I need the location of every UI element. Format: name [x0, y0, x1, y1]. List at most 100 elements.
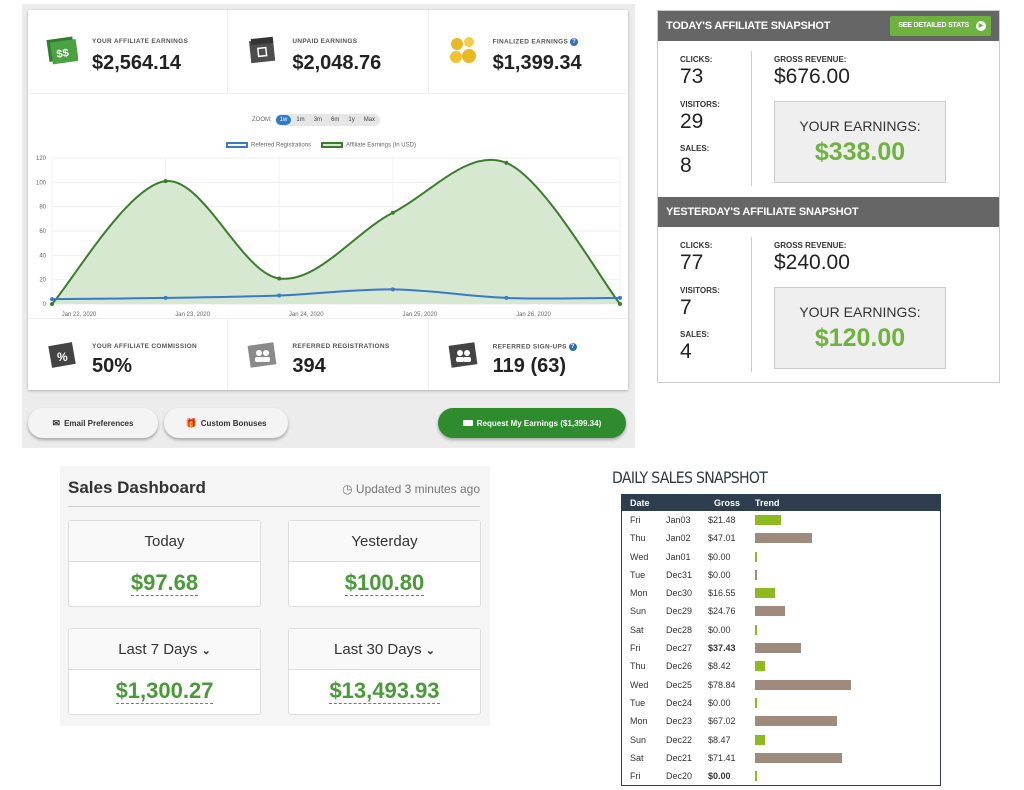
zoom-button-3m[interactable]: 3m — [313, 117, 323, 123]
trend-bar — [755, 752, 842, 763]
x-tick-label: Jan 25, 2020 — [402, 312, 437, 318]
help-icon[interactable]: ? — [570, 38, 579, 46]
sales-box-last-7-days: Last 7 Days ⌄ $1,300.27 — [68, 628, 261, 715]
yesterday-snapshot-title: YESTERDAY'S AFFILIATE SNAPSHOT — [666, 206, 859, 218]
earnings-point — [504, 160, 509, 165]
legend-item-earnings[interactable]: Affiliate Earnings (In USD) — [321, 142, 416, 149]
zoom-buttons: 1w 1m 3m 6m 1y Max — [274, 114, 381, 126]
earnings-value: $120.00 — [814, 324, 906, 352]
sales-box-label: Last 30 Days — [334, 641, 422, 658]
sales-dashboard: Sales Dashboard ◷ Updated 3 minutes ago … — [60, 466, 490, 726]
row-date: Dec29 — [666, 606, 693, 617]
clicks-value: 73 — [680, 65, 704, 88]
sales-box-dropdown[interactable]: Last 30 Days ⌄ — [289, 629, 480, 670]
divider — [68, 506, 480, 507]
row-date: Jan02 — [666, 533, 691, 544]
row-gross: $67.02 — [708, 716, 736, 727]
sales-box-value[interactable]: $97.68 — [69, 570, 260, 596]
row-gross: $8.47 — [708, 734, 731, 745]
row-gross: $37.43 — [708, 643, 736, 654]
y-tick-label: 20 — [39, 278, 46, 284]
stat-value: $1,399.34 — [492, 52, 582, 74]
trend-bar — [755, 716, 837, 727]
clock-icon: ◷ — [342, 482, 353, 496]
table-row: Tue Dec24 $0.00 — [622, 694, 940, 712]
request-earnings-button[interactable]: Request My Earnings ($1,399.34) — [438, 408, 626, 438]
your-earnings-box: YOUR EARNINGS: $120.00 — [774, 287, 946, 369]
earnings-point — [618, 302, 622, 306]
row-day: Sun — [630, 734, 647, 745]
sales-box-value[interactable]: $1,300.27 — [69, 678, 260, 704]
zoom-label: ZOOM: — [252, 117, 272, 123]
row-day: Tue — [630, 569, 646, 580]
stat-value: $2,048.76 — [292, 52, 382, 74]
registrations-point — [390, 287, 395, 292]
sales-box-value[interactable]: $13,493.93 — [289, 678, 480, 704]
row-gross: $0.00 — [708, 771, 731, 782]
sales-value: 4 — [680, 340, 692, 363]
sales-box-label: Yesterday — [289, 521, 480, 562]
sales-label: SALES: — [680, 330, 710, 339]
gross-revenue-value: $676.00 — [774, 65, 850, 88]
sales-box-today: Today $97.68 — [68, 520, 261, 607]
row-gross: $47.01 — [708, 533, 736, 544]
earnings-label: YOUR EARNINGS: — [799, 118, 921, 134]
gift-icon: 🎁 — [185, 417, 197, 428]
sales-box-yesterday: Yesterday $100.80 — [288, 520, 481, 607]
stat-label: Unpaid Earnings — [292, 38, 358, 45]
legend-swatch — [321, 142, 344, 148]
sales-box-value[interactable]: $100.80 — [289, 570, 480, 596]
percent-tag-icon: % — [48, 342, 76, 368]
row-date: Dec27 — [666, 643, 693, 654]
sales-box-dropdown[interactable]: Last 7 Days ⌄ — [69, 629, 260, 670]
see-detailed-stats-button[interactable]: SEE DETAILED STATS ▶ — [890, 16, 991, 36]
row-gross: $0.00 — [708, 569, 731, 580]
users-icon — [448, 342, 478, 368]
svg-text:%: % — [57, 350, 68, 364]
affiliate-snapshot-panel: TODAY'S AFFILIATE SNAPSHOT SEE DETAILED … — [657, 10, 1000, 383]
row-gross: $24.76 — [708, 606, 736, 617]
zoom-button-max[interactable]: Max — [363, 117, 376, 123]
email-preferences-button[interactable]: ✉ Email Preferences — [28, 408, 158, 438]
zoom-button-6m[interactable]: 6m — [331, 117, 340, 123]
custom-bonuses-button[interactable]: 🎁 Custom Bonuses — [164, 408, 288, 438]
table-row: Wed Jan01 $0.00 — [622, 548, 940, 566]
button-label: SEE DETAILED STATS — [898, 22, 969, 29]
table-row: Mon Dec30 $16.55 — [622, 584, 940, 602]
legend-item-registrations[interactable]: Referred Registrations — [226, 142, 311, 149]
zoom-button-1m[interactable]: 1m — [296, 117, 305, 123]
button-label: Custom Bonuses — [200, 418, 267, 428]
stat-unpaid-earnings: Unpaid Earnings $2,048.76 — [228, 10, 429, 93]
x-tick-label: Jan 22, 2020 — [62, 312, 97, 318]
row-day: Wed — [630, 551, 649, 562]
row-gross: $21.48 — [708, 515, 736, 525]
stat-label-text: Finalized Earnings — [492, 38, 569, 46]
stat-affiliate-earnings: $$ Your Affiliate Earnings $2,564.14 — [28, 10, 229, 93]
divider — [751, 51, 752, 186]
trend-bar — [755, 734, 766, 745]
visitors-value: 7 — [680, 296, 692, 319]
row-date: Dec24 — [666, 697, 693, 708]
column-header-trend: Trend — [755, 498, 780, 508]
row-gross: $0.00 — [708, 551, 731, 562]
envelope-icon: ✉ — [52, 417, 61, 428]
row-date: Jan01 — [666, 551, 691, 562]
legend-label: Affiliate Earnings (In USD) — [346, 142, 416, 149]
sales-box-value-text: $13,493.93 — [329, 678, 440, 704]
help-icon[interactable]: ? — [568, 343, 577, 351]
zoom-button-1y[interactable]: 1y — [348, 117, 355, 123]
row-day: Sat — [630, 624, 644, 635]
row-day: Wed — [630, 679, 649, 690]
row-date: Jan03 — [666, 515, 691, 525]
button-label: Email Preferences — [64, 418, 134, 428]
daily-sales-snapshot: DAILY SALES SNAPSHOT Date Gross Trend Fr… — [612, 468, 942, 790]
sales-box-label: Last 7 Days — [118, 641, 198, 658]
row-day: Fri — [630, 643, 641, 654]
zoom-button-1w[interactable]: 1w — [275, 115, 292, 125]
sales-box-value-text: $97.68 — [130, 570, 199, 596]
row-gross: $8.42 — [708, 661, 731, 672]
row-date: Dec21 — [666, 752, 693, 763]
row-date: Dec30 — [666, 588, 693, 599]
row-gross: $78.84 — [708, 679, 736, 690]
gross-revenue-value: $240.00 — [774, 251, 850, 274]
